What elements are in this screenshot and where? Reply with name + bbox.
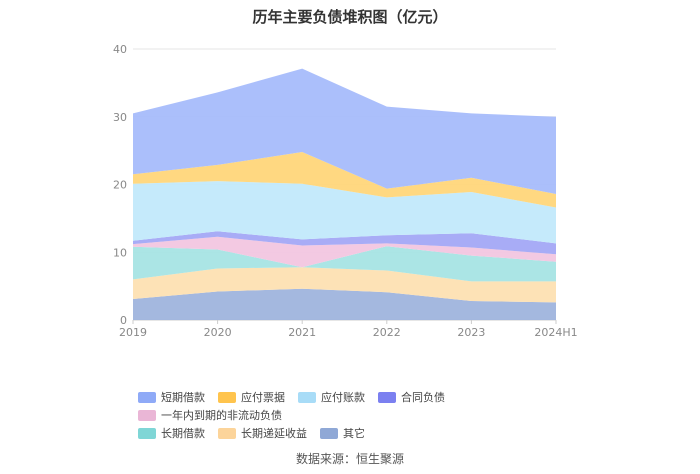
y-tick-label: 30 <box>113 111 127 124</box>
y-tick-label: 10 <box>113 246 127 259</box>
legend-label: 应付票据 <box>241 391 285 404</box>
legend-item[interactable]: 一年内到期的非流动负债 <box>138 406 282 424</box>
y-tick-label: 0 <box>120 314 127 327</box>
data-source: 数据来源：恒生聚源 <box>295 452 404 466</box>
legend-item[interactable]: 长期借款 <box>138 424 205 442</box>
legend-item[interactable]: 合同负债 <box>378 388 445 406</box>
legend-swatch <box>218 391 236 403</box>
legend-row-1: 短期借款 应付票据 应付账款 合同负债一年内到期的非流动负债 <box>138 388 608 424</box>
y-tick-label: 40 <box>113 43 127 56</box>
legend-swatch <box>138 427 156 439</box>
legend-swatch <box>218 427 236 439</box>
legend-item[interactable]: 应付账款 <box>298 388 365 406</box>
legend-swatch <box>320 427 338 439</box>
legend-item[interactable]: 短期借款 <box>138 388 205 406</box>
area-series-3 <box>133 236 556 268</box>
legend-label: 一年内到期的非流动负债 <box>161 409 282 422</box>
legend-label: 合同负债 <box>401 391 445 404</box>
legend-swatch <box>138 391 156 403</box>
legend-item[interactable]: 其它 <box>320 424 365 442</box>
legend-item[interactable]: 应付票据 <box>218 388 285 406</box>
axis-layer: 0 10 20 30 40 2019 2020 2021 2022 2023 2024H1 <box>113 43 578 339</box>
x-tick-label: 2021 <box>288 326 316 339</box>
area-series-2 <box>133 246 556 282</box>
area-series-5 <box>133 181 556 244</box>
area-series-6 <box>133 152 556 208</box>
chart-legend: 短期借款 应付票据 应付账款 合同负债一年内到期的非流动负债 长期借款 长期递延收益 其它 <box>138 388 608 442</box>
chart-title: 历年主要负债堆积图（亿元） <box>252 8 448 26</box>
area-series-0 <box>133 288 556 320</box>
x-tick-label: 2024H1 <box>534 326 577 339</box>
area-series-1 <box>133 267 556 303</box>
legend-row-2: 长期借款 长期递延收益 其它 <box>138 424 608 442</box>
legend-swatch <box>138 409 156 421</box>
x-tick-label: 2019 <box>119 326 147 339</box>
x-tick-label: 2023 <box>457 326 485 339</box>
legend-label: 其它 <box>343 427 365 440</box>
legend-item[interactable]: 长期递延收益 <box>218 424 307 442</box>
legend-swatch <box>378 391 396 403</box>
x-tick-label: 2022 <box>373 326 401 339</box>
legend-label: 长期递延收益 <box>241 427 307 440</box>
y-tick-label: 20 <box>113 179 127 192</box>
legend-label: 长期借款 <box>161 427 205 440</box>
area-series-7 <box>133 68 556 194</box>
area-layer <box>133 68 556 320</box>
legend-label: 应付账款 <box>321 391 365 404</box>
area-series-4 <box>133 231 556 255</box>
x-tick-label: 2020 <box>204 326 232 339</box>
legend-swatch <box>298 391 316 403</box>
legend-label: 短期借款 <box>161 391 205 404</box>
